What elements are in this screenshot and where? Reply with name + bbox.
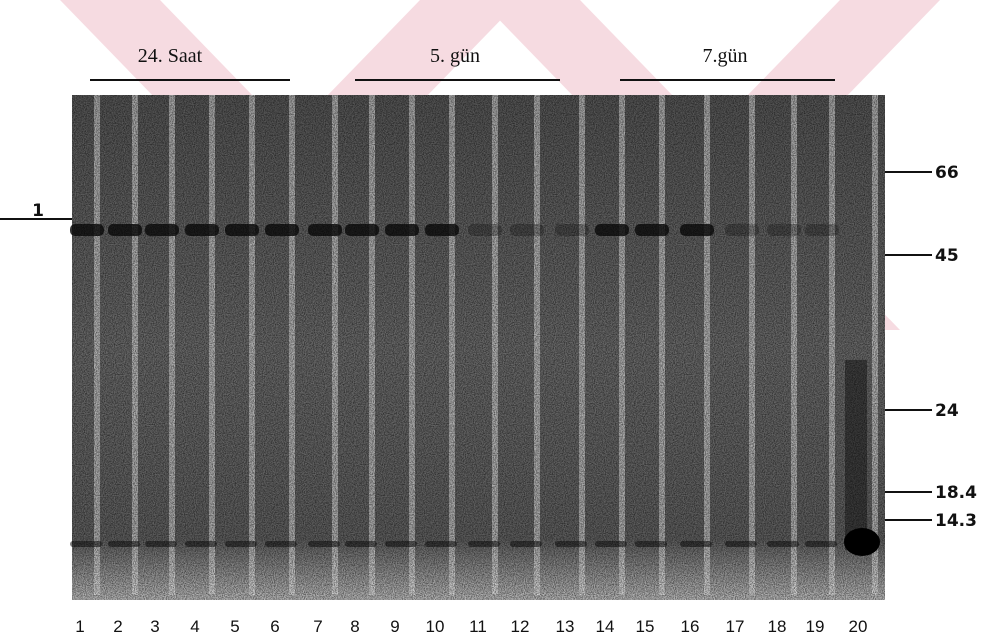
group-label: 7.gün [703,45,748,67]
lane-number: 5 [230,617,239,636]
lane-number: 1 [75,617,84,636]
lane-number: 3 [150,617,159,636]
lane-number: 8 [350,617,359,636]
lane-number: 17 [726,617,745,636]
lane-number: 13 [556,617,575,636]
size-marker: 14.3 [935,511,977,531]
size-marker: 45 [935,246,959,266]
size-marker: 66 [935,163,959,183]
lane-number: 7 [313,617,322,636]
lane-number: 11 [469,617,487,636]
lane-number: 14 [596,617,615,636]
band-marker: 1 [32,201,44,221]
lane-number: 12 [511,617,530,636]
lane-number: 16 [681,617,700,636]
lane-number: 2 [113,617,122,636]
lane-number: 20 [849,617,868,636]
group-label: 24. Saat [138,45,203,67]
lane-number: 6 [270,617,279,636]
size-marker: 18.4 [935,483,977,503]
lane-number: 9 [390,617,399,636]
group-label: 5. gün [430,45,480,67]
lane-number: 15 [636,617,655,636]
lane-number: 10 [426,617,445,636]
lane-number: 4 [190,617,199,636]
size-marker: 24 [935,401,959,421]
gel-grain [72,95,885,600]
lane-number: 18 [768,617,787,636]
lane-number: 19 [806,617,825,636]
